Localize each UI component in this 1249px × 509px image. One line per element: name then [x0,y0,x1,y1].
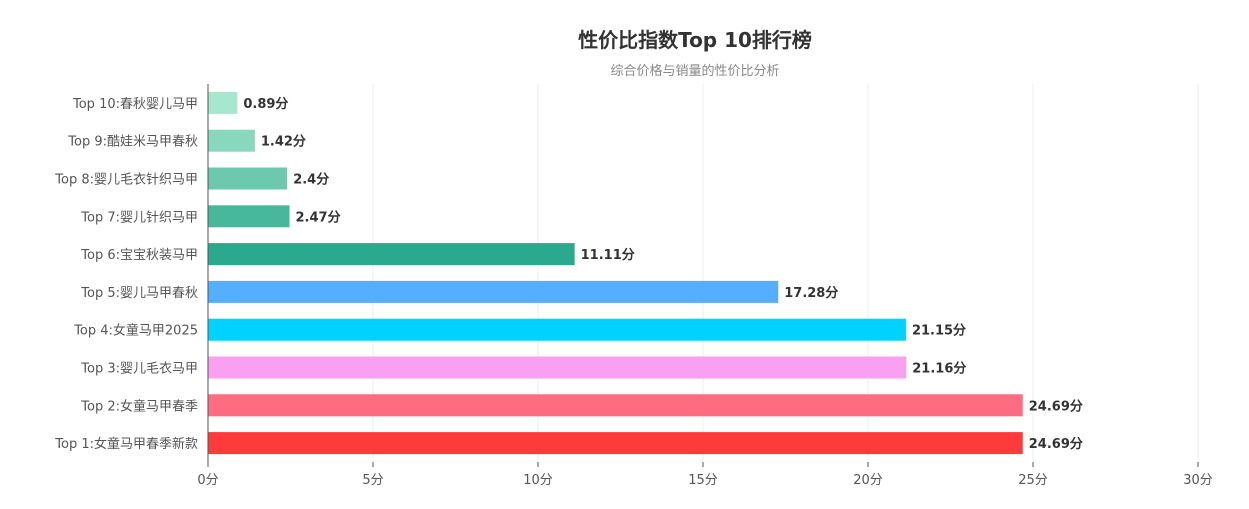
bar[interactable] [208,243,575,266]
category-label: Top 5:婴儿马甲春秋 [80,286,198,301]
value-label: 0.89分 [243,96,288,112]
category-label: Top 8:婴儿毛衣针织马甲 [54,172,198,188]
category-label: Top 9:酷娃米马甲春秋 [67,135,198,150]
bar[interactable] [208,129,255,152]
x-tick-label: 15分 [688,473,718,488]
category-label: Top 10:春秋婴儿马甲 [72,97,198,112]
value-label: 24.69分 [1029,398,1083,414]
bars [208,91,1023,455]
x-tick-label: 5分 [362,473,383,488]
x-axis-ticks: 0分 5分 10分 15分 20分 25分 30分 [197,462,1213,488]
bar[interactable] [208,280,779,303]
x-tick-label: 0分 [197,473,218,488]
category-label: Top 3:婴儿毛衣马甲 [80,361,198,377]
x-tick-label: 10分 [523,473,553,488]
x-tick-label: 25分 [1018,473,1048,488]
bar[interactable] [208,394,1023,417]
bar[interactable] [208,432,1023,455]
chart-subtitle: 综合价格与销量的性价比分析 [610,64,780,79]
value-label: 1.42分 [261,134,306,150]
value-label: 21.16分 [912,361,966,377]
bar[interactable] [208,356,907,379]
value-label: 2.47分 [296,209,341,225]
value-label: 11.11分 [581,247,635,263]
bar[interactable] [208,318,906,341]
category-label: Top 6:宝宝秋装马甲 [80,248,198,263]
category-label: Top 4:女童马甲2025 [73,323,198,339]
category-label: Top 2:女童马甲春季 [80,398,198,414]
category-labels: Top 10:春秋婴儿马甲 Top 9:酷娃米马甲春秋 Top 8:婴儿毛衣针织马甲… [54,97,198,452]
bar[interactable] [208,91,238,114]
category-label: Top 7:婴儿针织马甲 [80,210,198,225]
bar[interactable] [208,167,288,190]
bar[interactable] [208,205,290,228]
x-tick-label: 30分 [1183,473,1213,488]
value-label: 24.69分 [1029,436,1083,452]
value-label: 21.15分 [912,323,966,339]
value-labels: 0.89分 1.42分 2.4分 2.47分 11.11分 17.28分 21.15分 21.… [243,96,1083,452]
value-label: 2.4分 [293,172,329,188]
x-tick-label: 20分 [853,473,883,488]
chart-title: 性价比指数Top 10排行榜 [578,28,812,52]
value-label: 17.28分 [784,285,838,301]
category-label: Top 1:女童马甲春季新款 [54,436,198,452]
